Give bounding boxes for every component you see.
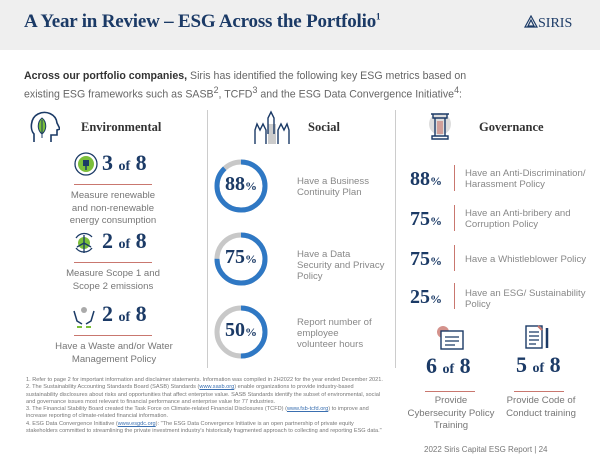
column-divider xyxy=(395,110,396,368)
footnote-1: 1. Refer to page 2 for important informa… xyxy=(26,377,383,383)
sasb-link[interactable]: www.sasb.org xyxy=(199,384,235,391)
gov-desc-2: Have an Anti-bribery and Corruption Poli… xyxy=(465,208,571,230)
gov-pct-3: 75% xyxy=(410,248,442,270)
social-desc-3: Report number of employee volunteer hour… xyxy=(297,317,372,350)
document-pen-icon xyxy=(524,324,554,356)
hands-water-icon xyxy=(72,305,96,333)
env-count-2: 2 of 8 xyxy=(102,228,147,253)
social-pct-1: 88% xyxy=(225,173,257,195)
env-desc-2: Measure Scope 1 and Scope 2 emissions xyxy=(66,268,160,292)
footnote-4: 4. ESG Data Convergence Initiative (www.… xyxy=(26,420,382,435)
divider-line xyxy=(454,245,455,271)
divider-line xyxy=(74,335,152,336)
donut-progress xyxy=(214,232,268,286)
social-donuts xyxy=(214,159,268,359)
gov-count-1: 6 of 8 xyxy=(426,353,471,378)
divider-line xyxy=(74,262,152,263)
gov-count-2: 5 of 8 xyxy=(516,352,561,377)
footnote-2: 2. The Sustainability Accounting Standar… xyxy=(26,384,381,405)
gov-count-desc-2: Provide Code of Conduct training xyxy=(506,395,576,419)
divider-line xyxy=(454,205,455,231)
footnote-3: 3. The Financial Stability Board created… xyxy=(26,406,369,420)
page-footer: 2022 Siris Capital ESG Report | 24 xyxy=(424,445,548,454)
gov-pct-4: 25% xyxy=(410,286,442,308)
divider-line xyxy=(425,391,475,392)
divider-line xyxy=(74,184,152,185)
divider-line xyxy=(454,165,455,191)
divider-line xyxy=(454,283,455,309)
gov-pct-1: 88% xyxy=(410,168,442,190)
column-pillar-icon xyxy=(428,110,452,146)
gov-pct-2: 75% xyxy=(410,208,442,230)
donut-progress xyxy=(214,159,268,213)
tcfd-link[interactable]: www.fsb-tcfd.org xyxy=(286,406,329,413)
env-desc-3: Have a Waste and/or Water Management Pol… xyxy=(55,341,173,365)
gov-desc-4: Have an ESG/ Sustainability Policy xyxy=(465,288,586,310)
page-title: A Year in Review – ESG Across the Portfo… xyxy=(24,11,381,32)
social-heading: Social xyxy=(308,120,340,134)
column-divider xyxy=(207,110,208,368)
env-count-1: 3 of 8 xyxy=(102,150,147,175)
globe-screen-icon xyxy=(435,325,465,355)
social-pct-2: 75% xyxy=(225,246,257,268)
donut-progress xyxy=(214,305,268,359)
social-pct-3: 50% xyxy=(225,319,257,341)
esgdc-link[interactable]: www.esgdc.org xyxy=(117,420,156,427)
raised-hands-icon xyxy=(252,110,292,148)
header-band xyxy=(0,0,600,50)
siris-logo: SIRIS xyxy=(523,14,572,32)
wind-turbine-icon xyxy=(72,231,96,259)
gov-desc-1: Have an Anti-Discrimination/ Harassment … xyxy=(465,168,586,190)
env-count-3: 2 of 8 xyxy=(102,301,147,326)
env-desc-1: Measure renewable and non-renewable ener… xyxy=(69,190,157,226)
plug-icon xyxy=(74,152,98,180)
gov-count-desc-1: Provide Cybersecurity Policy Training xyxy=(407,395,495,431)
environmental-heading: Environmental xyxy=(81,120,162,134)
head-leaf-icon xyxy=(28,110,62,148)
divider-line xyxy=(514,391,564,392)
gov-desc-3: Have a Whistleblower Policy xyxy=(465,254,587,265)
social-desc-2: Have a Data Security and Privacy Policy xyxy=(297,249,385,282)
footnotes: 1. Refer to page 2 for important informa… xyxy=(26,377,386,435)
governance-heading: Governance xyxy=(479,120,544,134)
intro-text: Across our portfolio companies, Siris ha… xyxy=(24,70,467,101)
social-desc-1: Have a Business Continuity Plan xyxy=(297,176,369,198)
